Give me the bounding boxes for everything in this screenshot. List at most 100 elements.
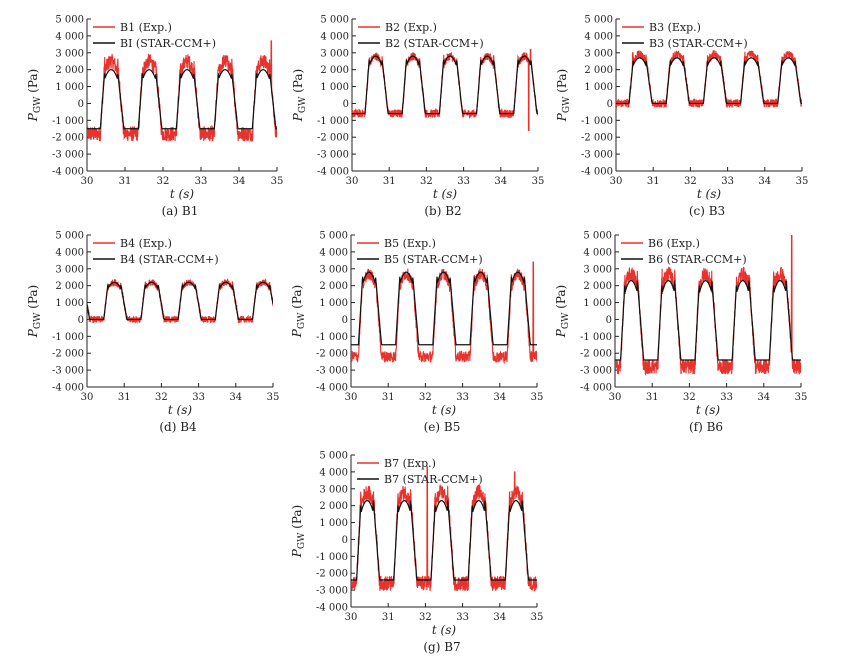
series-simulation-line bbox=[351, 499, 537, 581]
y-tick-label: 0 bbox=[607, 99, 613, 110]
y-tick-label: 4 000 bbox=[319, 467, 348, 478]
series-experiment-line bbox=[87, 40, 277, 142]
y-tick-label: -2 000 bbox=[581, 133, 613, 144]
y-tick-label: -4 000 bbox=[581, 167, 613, 178]
chart-panel-2: -4 000 -3 000 -2 000 -1 000 0 1 000 2 000 3 000… bbox=[291, 15, 544, 219]
y-tick-label: 3 000 bbox=[320, 48, 349, 59]
chart-panel-3: -4 000 -3 000 -2 000 -1 000 0 1 000 2 000 3 000… bbox=[555, 15, 808, 219]
y-tick-label: -4 000 bbox=[316, 603, 348, 614]
x-axis-label: t (s) bbox=[696, 403, 720, 417]
y-tick-label: 3 000 bbox=[55, 48, 84, 59]
x-axis-label: t (s) bbox=[697, 187, 721, 201]
y-tick-label: -4 000 bbox=[52, 167, 84, 178]
x-tick-label: 34 bbox=[233, 176, 246, 187]
y-tick-label: 3 000 bbox=[55, 264, 84, 275]
y-tick-label: 2 000 bbox=[319, 501, 348, 512]
x-axis-label: t (s) bbox=[168, 403, 192, 417]
y-tick-label: 0 bbox=[78, 99, 84, 110]
x-axis-label: t (s) bbox=[432, 623, 456, 637]
y-tick-label: 2 000 bbox=[320, 65, 349, 76]
y-tick-label: -1 000 bbox=[52, 116, 84, 127]
x-tick-label: 31 bbox=[118, 392, 131, 403]
legend-entry-simulation: B5 (STAR-CCM+) bbox=[384, 253, 483, 266]
legend-entry-experiment: B3 (Exp.) bbox=[649, 21, 701, 34]
y-tick-label: -4 000 bbox=[317, 167, 349, 178]
panel-caption: (c) B3 bbox=[689, 204, 725, 218]
y-tick-label: -3 000 bbox=[316, 586, 348, 597]
y-tick-label: -1 000 bbox=[316, 332, 348, 343]
y-tick-label: -2 000 bbox=[52, 349, 84, 360]
y-tick-label: 5 000 bbox=[320, 15, 349, 26]
legend-entry-simulation: B4 (STAR-CCM+) bbox=[120, 253, 219, 266]
y-tick-label: -3 000 bbox=[580, 366, 612, 377]
y-tick-label: -4 000 bbox=[316, 383, 348, 394]
x-tick-label: 30 bbox=[345, 392, 358, 403]
y-tick-label: -1 000 bbox=[317, 116, 349, 127]
series-simulation-line bbox=[87, 281, 273, 321]
y-tick-label: 5 000 bbox=[319, 451, 348, 462]
panel-caption: (e) B5 bbox=[424, 420, 461, 434]
y-tick-label: -1 000 bbox=[580, 332, 612, 343]
y-tick-label: -2 000 bbox=[52, 133, 84, 144]
panel-caption: (b) B2 bbox=[424, 204, 461, 218]
y-tick-label: 3 000 bbox=[319, 484, 348, 495]
x-axis-label: t (s) bbox=[432, 403, 456, 417]
x-tick-label: 35 bbox=[532, 176, 545, 187]
legend-entry-experiment: B7 (Exp.) bbox=[384, 457, 436, 470]
chart-panel-6: -4 000 -3 000 -2 000 -1 000 0 1 000 2 000 3 000… bbox=[554, 231, 807, 435]
y-tick-label: 4 000 bbox=[583, 247, 612, 258]
panel-caption: (g) B7 bbox=[423, 640, 460, 654]
x-tick-label: 33 bbox=[720, 392, 733, 403]
y-axis-label: PGW (Pa) bbox=[291, 69, 308, 122]
y-axis-label: PGW (Pa) bbox=[290, 505, 307, 558]
legend-entry-experiment: B2 (Exp.) bbox=[385, 21, 437, 34]
x-tick-label: 32 bbox=[155, 392, 168, 403]
x-tick-label: 34 bbox=[494, 176, 507, 187]
series-simulation-line bbox=[616, 57, 802, 105]
y-tick-label: 4 000 bbox=[320, 31, 349, 42]
y-tick-label: 5 000 bbox=[55, 231, 84, 242]
legend-entry-experiment: B5 (Exp.) bbox=[384, 237, 436, 250]
y-tick-label: 2 000 bbox=[55, 281, 84, 292]
x-tick-label: 35 bbox=[531, 392, 544, 403]
chart-panel-1: -4 000 -3 000 -2 000 -1 000 0 1 000 2 000 3 000… bbox=[26, 15, 283, 219]
x-tick-label: 33 bbox=[456, 612, 469, 623]
y-tick-label: -1 000 bbox=[581, 116, 613, 127]
y-axis-label: PGW (Pa) bbox=[290, 285, 307, 338]
x-tick-label: 32 bbox=[419, 392, 432, 403]
x-tick-label: 30 bbox=[609, 392, 622, 403]
x-tick-label: 32 bbox=[683, 392, 696, 403]
y-axis-label: PGW (Pa) bbox=[554, 285, 571, 338]
y-tick-label: 0 bbox=[343, 99, 349, 110]
y-tick-label: 2 000 bbox=[584, 65, 613, 76]
x-tick-label: 30 bbox=[345, 612, 358, 623]
y-tick-label: 0 bbox=[342, 315, 348, 326]
x-tick-label: 34 bbox=[757, 392, 770, 403]
chart-panel-7: -4 000 -3 000 -2 000 -1 000 0 1 000 2 000 3 000… bbox=[290, 451, 543, 655]
x-tick-label: 31 bbox=[119, 176, 132, 187]
y-tick-label: -2 000 bbox=[316, 569, 348, 580]
y-tick-label: 1 000 bbox=[55, 82, 84, 93]
x-tick-label: 33 bbox=[192, 392, 205, 403]
x-axis-label: t (s) bbox=[433, 187, 457, 201]
y-tick-label: 1 000 bbox=[319, 518, 348, 529]
x-tick-label: 35 bbox=[795, 392, 808, 403]
x-tick-label: 35 bbox=[796, 176, 809, 187]
x-tick-label: 33 bbox=[721, 176, 734, 187]
x-tick-label: 30 bbox=[610, 176, 623, 187]
y-tick-label: 0 bbox=[606, 315, 612, 326]
x-axis-label: t (s) bbox=[170, 187, 194, 201]
x-tick-label: 32 bbox=[420, 176, 433, 187]
x-tick-label: 30 bbox=[81, 392, 94, 403]
series-experiment-line bbox=[616, 49, 802, 109]
series-simulation-line bbox=[615, 279, 801, 361]
y-tick-label: 1 000 bbox=[320, 82, 349, 93]
y-tick-label: 1 000 bbox=[583, 298, 612, 309]
y-tick-label: 0 bbox=[78, 315, 84, 326]
y-tick-label: 1 000 bbox=[319, 298, 348, 309]
x-tick-label: 31 bbox=[382, 612, 395, 623]
chart-panel-5: -4 000 -3 000 -2 000 -1 000 0 1 000 2 000 3 000… bbox=[290, 231, 543, 435]
series-experiment-line bbox=[351, 261, 537, 365]
panel-caption: (f) B6 bbox=[689, 420, 723, 434]
